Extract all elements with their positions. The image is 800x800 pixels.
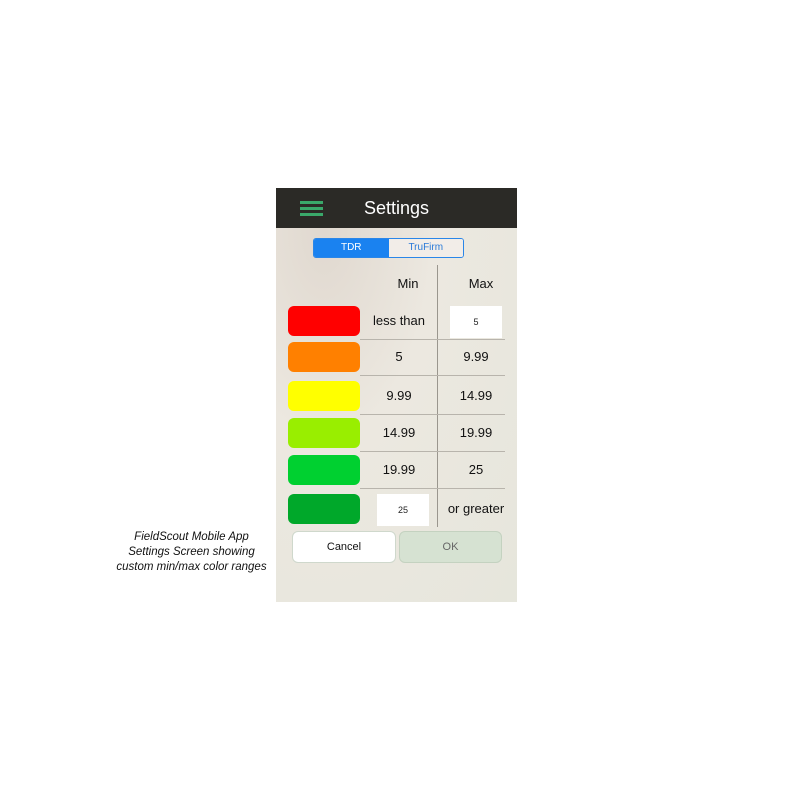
caption: FieldScout Mobile App Settings Screen sh…	[116, 531, 267, 573]
max-value: or greater	[447, 501, 505, 516]
color-swatch[interactable]	[288, 418, 360, 448]
min-value: 14.99	[382, 425, 416, 440]
min-value: less than	[372, 313, 426, 328]
segmented-control: TDR TruFirm	[313, 238, 464, 258]
row-divider	[360, 339, 505, 340]
row-divider	[360, 488, 505, 489]
header: Settings	[276, 188, 517, 228]
min-value: 5	[395, 349, 403, 364]
min-input[interactable]	[377, 494, 429, 526]
column-divider	[437, 265, 438, 527]
page-title: Settings	[363, 198, 430, 218]
max-column-header: Max	[468, 276, 494, 291]
row-divider	[360, 375, 505, 376]
max-value: 14.99	[459, 388, 493, 403]
min-column-header: Min	[397, 276, 419, 291]
color-swatch[interactable]	[288, 306, 360, 336]
ok-button[interactable]: OK	[399, 531, 502, 563]
min-value: 9.99	[386, 388, 412, 403]
max-value: 25	[468, 462, 484, 477]
tab-tdr[interactable]: TDR	[314, 239, 389, 257]
color-swatch[interactable]	[288, 455, 360, 485]
color-swatch[interactable]	[288, 381, 360, 411]
row-divider	[360, 451, 505, 452]
settings-screen: Settings TDR TruFirm Min Max less than 5 9…	[276, 188, 517, 602]
cancel-button[interactable]: Cancel	[292, 531, 396, 563]
row-divider	[360, 414, 505, 415]
min-value: 19.99	[382, 462, 416, 477]
color-swatch[interactable]	[288, 494, 360, 524]
max-value: 9.99	[463, 349, 489, 364]
hamburger-menu-icon[interactable]	[300, 201, 323, 216]
max-value: 19.99	[459, 425, 493, 440]
max-input[interactable]	[450, 306, 502, 338]
tab-trufirm[interactable]: TruFirm	[388, 239, 463, 257]
color-swatch[interactable]	[288, 342, 360, 372]
